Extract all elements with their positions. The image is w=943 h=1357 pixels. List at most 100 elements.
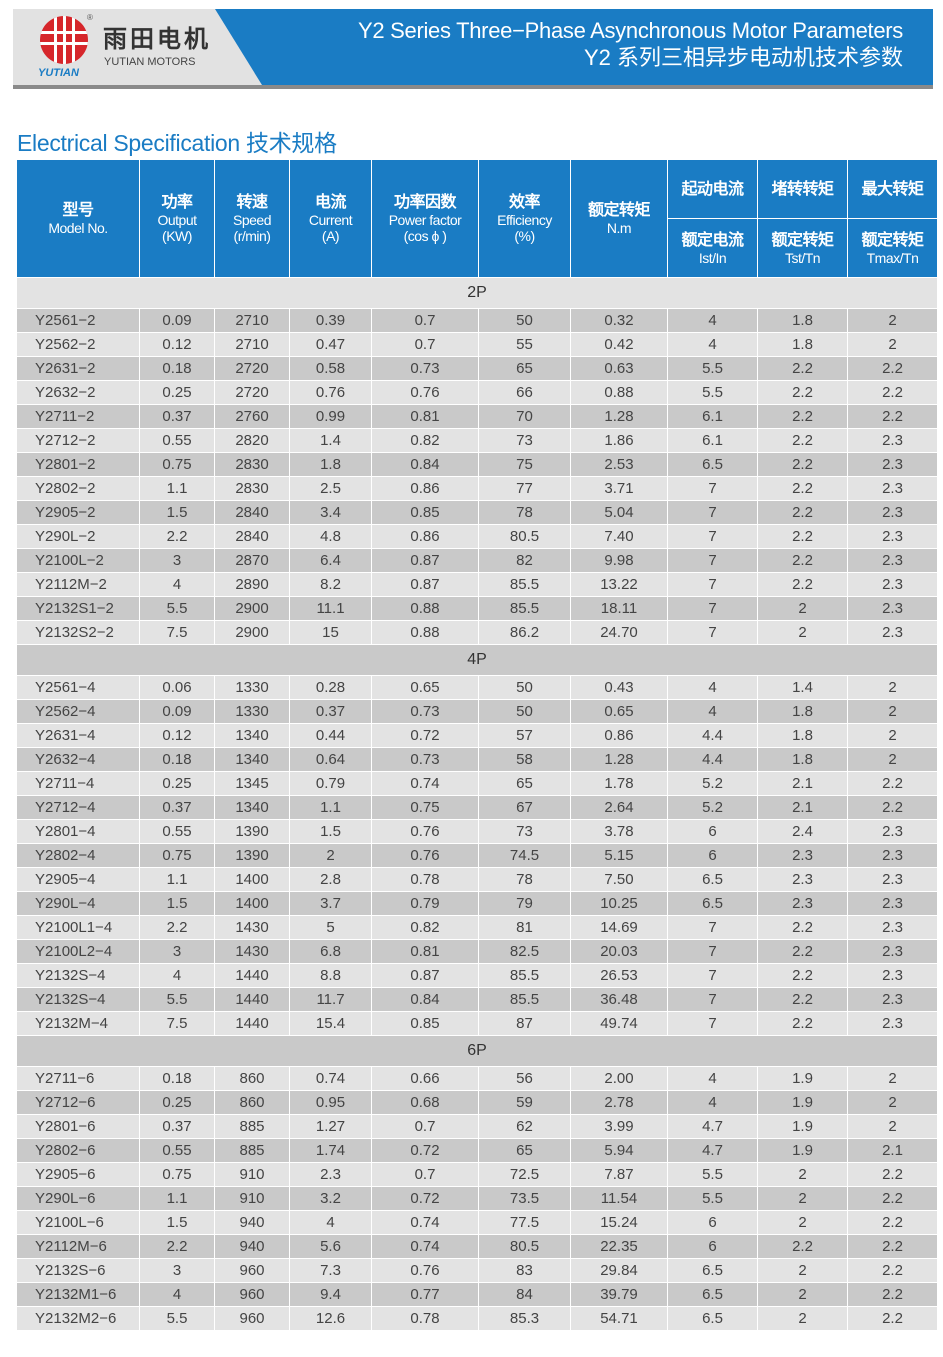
cell-ist-ratio: 5.5 bbox=[667, 1162, 758, 1187]
cell-efficiency: 79 bbox=[478, 891, 571, 916]
cell-current: 0.28 bbox=[289, 675, 372, 700]
cell-rated-torque: 0.86 bbox=[570, 723, 668, 748]
table-row: Y290L−2 2.2 2840 4.8 0.86 80.5 7.40 7 2.2 2.3 bbox=[16, 524, 938, 549]
cell-current: 0.58 bbox=[289, 356, 372, 381]
cell-power-factor: 0.85 bbox=[371, 500, 479, 525]
cell-tst-ratio: 1.8 bbox=[757, 747, 848, 772]
cell-ist-ratio: 5.5 bbox=[667, 380, 758, 405]
cell-rated-torque: 3.71 bbox=[570, 476, 668, 501]
cell-current: 4 bbox=[289, 1210, 372, 1235]
cell-tmax-ratio: 2.3 bbox=[847, 524, 938, 549]
cell-power-factor: 0.73 bbox=[371, 747, 479, 772]
cell-current: 4.8 bbox=[289, 524, 372, 549]
cell-output: 0.37 bbox=[139, 795, 215, 820]
cell-model: Y290L−2 bbox=[16, 524, 140, 549]
table-row: Y2712−4 0.37 1340 1.1 0.75 67 2.64 5.2 2.1 2.2 bbox=[16, 795, 938, 820]
col-max-torque-top: 最大转矩 bbox=[847, 159, 938, 219]
cell-tmax-ratio: 2.3 bbox=[847, 915, 938, 940]
cell-current: 2 bbox=[289, 843, 372, 868]
cell-current: 9.4 bbox=[289, 1282, 372, 1307]
table-row: Y2562−2 0.12 2710 0.47 0.7 55 0.42 4 1.8 2 bbox=[16, 332, 938, 357]
cell-tmax-ratio: 2.2 bbox=[847, 1306, 938, 1331]
cell-rated-torque: 3.99 bbox=[570, 1114, 668, 1139]
cell-tst-ratio: 1.4 bbox=[757, 675, 848, 700]
cell-ist-ratio: 7 bbox=[667, 620, 758, 645]
cell-efficiency: 70 bbox=[478, 404, 571, 429]
cell-tmax-ratio: 2 bbox=[847, 1066, 938, 1091]
cell-tmax-ratio: 2 bbox=[847, 675, 938, 700]
cell-efficiency: 58 bbox=[478, 747, 571, 772]
cell-efficiency: 50 bbox=[478, 675, 571, 700]
spec-table: 型号 Model No. 功率 Output (KW) 转速 Speed (r/min) … bbox=[16, 159, 938, 1331]
cell-power-factor: 0.87 bbox=[371, 548, 479, 573]
cell-tst-ratio: 2.3 bbox=[757, 891, 848, 916]
cell-tmax-ratio: 2.3 bbox=[847, 476, 938, 501]
cell-speed: 2710 bbox=[214, 332, 290, 357]
cell-ist-ratio: 6.5 bbox=[667, 867, 758, 892]
cell-tst-ratio: 2.1 bbox=[757, 795, 848, 820]
cell-output: 5.5 bbox=[139, 1306, 215, 1331]
cell-tst-ratio: 2.2 bbox=[757, 915, 848, 940]
cell-model: Y2562−2 bbox=[16, 332, 140, 357]
table-row: Y2561−2 0.09 2710 0.39 0.7 50 0.32 4 1.8 2 bbox=[16, 308, 938, 333]
brand-name-cn: 雨田电机 bbox=[103, 26, 211, 53]
cell-power-factor: 0.72 bbox=[371, 723, 479, 748]
group-label: 6P bbox=[16, 1035, 938, 1067]
cell-power-factor: 0.88 bbox=[371, 620, 479, 645]
cell-power-factor: 0.86 bbox=[371, 476, 479, 501]
cell-speed: 2890 bbox=[214, 572, 290, 597]
cell-ist-ratio: 7 bbox=[667, 500, 758, 525]
cell-ist-ratio: 6 bbox=[667, 1210, 758, 1235]
cell-efficiency: 50 bbox=[478, 308, 571, 333]
table-row: Y2711−4 0.25 1345 0.79 0.74 65 1.78 5.2 2.1 2.2 bbox=[16, 771, 938, 796]
cell-power-factor: 0.84 bbox=[371, 987, 479, 1012]
cell-ist-ratio: 4.4 bbox=[667, 723, 758, 748]
cell-speed: 2820 bbox=[214, 428, 290, 453]
cell-speed: 860 bbox=[214, 1090, 290, 1115]
cell-speed: 885 bbox=[214, 1138, 290, 1163]
page-title-en: Y2 Series Three−Phase Asynchronous Motor… bbox=[358, 18, 903, 43]
table-row: Y2711−6 0.18 860 0.74 0.66 56 2.00 4 1.9 2 bbox=[16, 1066, 938, 1091]
cell-efficiency: 80.5 bbox=[478, 524, 571, 549]
cell-model: Y290L−4 bbox=[16, 891, 140, 916]
cell-speed: 1400 bbox=[214, 891, 290, 916]
cell-power-factor: 0.88 bbox=[371, 596, 479, 621]
cell-output: 3 bbox=[139, 548, 215, 573]
cell-speed: 1340 bbox=[214, 795, 290, 820]
cell-model: Y2631−4 bbox=[16, 723, 140, 748]
cell-tst-ratio: 2.2 bbox=[757, 404, 848, 429]
cell-current: 1.27 bbox=[289, 1114, 372, 1139]
cell-speed: 2840 bbox=[214, 524, 290, 549]
cell-rated-torque: 24.70 bbox=[570, 620, 668, 645]
cell-rated-torque: 26.53 bbox=[570, 963, 668, 988]
cell-ist-ratio: 6.5 bbox=[667, 1282, 758, 1307]
cell-tst-ratio: 2 bbox=[757, 1210, 848, 1235]
cell-output: 1.5 bbox=[139, 500, 215, 525]
cell-tmax-ratio: 2.2 bbox=[847, 1234, 938, 1259]
cell-model: Y2712−4 bbox=[16, 795, 140, 820]
cell-current: 6.4 bbox=[289, 548, 372, 573]
table-row: Y2132S1−2 5.5 2900 11.1 0.88 85.5 18.11 7 2 2.3 bbox=[16, 596, 938, 621]
cell-ist-ratio: 4.7 bbox=[667, 1114, 758, 1139]
cell-efficiency: 73 bbox=[478, 819, 571, 844]
cell-tst-ratio: 2.2 bbox=[757, 476, 848, 501]
cell-speed: 860 bbox=[214, 1066, 290, 1091]
cell-speed: 960 bbox=[214, 1306, 290, 1331]
cell-output: 0.12 bbox=[139, 332, 215, 357]
cell-model: Y2112M−2 bbox=[16, 572, 140, 597]
cell-current: 8.2 bbox=[289, 572, 372, 597]
cell-speed: 1400 bbox=[214, 867, 290, 892]
cell-output: 4 bbox=[139, 963, 215, 988]
cell-tst-ratio: 2.2 bbox=[757, 572, 848, 597]
cell-tst-ratio: 2 bbox=[757, 620, 848, 645]
col-starting-current-top: 起动电流 bbox=[667, 159, 758, 219]
cell-tst-ratio: 2.2 bbox=[757, 356, 848, 381]
cell-tmax-ratio: 2.2 bbox=[847, 1210, 938, 1235]
cell-efficiency: 57 bbox=[478, 723, 571, 748]
cell-rated-torque: 0.65 bbox=[570, 699, 668, 724]
table-row: Y2801−4 0.55 1390 1.5 0.76 73 3.78 6 2.4 2.3 bbox=[16, 819, 938, 844]
cell-ist-ratio: 6.5 bbox=[667, 1306, 758, 1331]
cell-model: Y2631−2 bbox=[16, 356, 140, 381]
cell-efficiency: 82 bbox=[478, 548, 571, 573]
cell-speed: 960 bbox=[214, 1258, 290, 1283]
